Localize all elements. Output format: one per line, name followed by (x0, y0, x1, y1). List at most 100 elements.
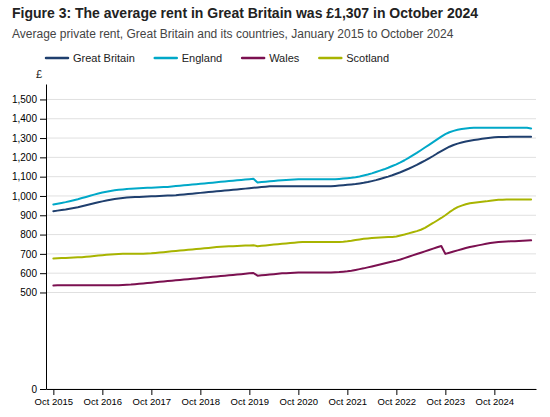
y-tick-label: 1,500 (12, 94, 37, 105)
y-tick: 1,200 (12, 152, 46, 163)
x-tick: Oct 2019 (231, 389, 270, 407)
y-tick-label: 500 (20, 287, 37, 298)
grid-line (46, 195, 536, 196)
subtitle-line: Average private rent, Great Britain and … (12, 27, 454, 41)
y-tick-label: 1,200 (12, 152, 37, 163)
x-tick-label: Oct 2023 (427, 396, 466, 407)
legend-label: England (182, 52, 222, 64)
y-tick-mark (40, 235, 46, 236)
x-tick-mark (249, 389, 250, 395)
x-tick: Oct 2022 (378, 389, 417, 407)
x-tick-label: Oct 2015 (35, 396, 74, 407)
y-axis-label: £ (36, 68, 42, 80)
title-line: Figure 3: The average rent in Great Brit… (12, 5, 478, 21)
y-tick-mark (40, 196, 46, 197)
y-tick-label: 1,400 (12, 113, 37, 124)
x-tick-label: Oct 2022 (378, 396, 417, 407)
grid-line (46, 118, 536, 119)
y-axis: 0 500 600 700 800 900 1,000 1,100 1,200 1,300 1,40… (12, 85, 47, 395)
y-tick: 1,400 (12, 113, 46, 124)
y-tick: 1,100 (12, 171, 46, 182)
y-tick-mark (40, 292, 46, 293)
grid-line (46, 215, 536, 216)
y-tick: 1,000 (12, 191, 46, 202)
y-tick-mark (40, 215, 46, 216)
x-tick: Oct 2021 (329, 389, 368, 407)
y-tick-mark (40, 138, 46, 139)
legend-item: Wales (242, 52, 300, 64)
x-tick-mark (347, 389, 348, 395)
x-tick-label: Oct 2018 (182, 396, 221, 407)
grid-line (46, 234, 536, 235)
legend-swatch (155, 57, 177, 60)
x-tick: Oct 2020 (280, 389, 319, 407)
y-tick-label: 600 (20, 268, 37, 279)
x-tick-mark (151, 389, 152, 395)
series-line (53, 199, 531, 258)
y-tick: 1,500 (12, 94, 46, 105)
grid-line (46, 138, 536, 139)
y-tick-mark (40, 389, 46, 390)
y-tick: 1,300 (12, 133, 46, 144)
x-tick: Oct 2024 (476, 389, 515, 407)
x-tick-mark (53, 389, 54, 395)
grid (46, 99, 536, 389)
x-tick-label: Oct 2020 (280, 396, 319, 407)
y-tick: 700 (20, 249, 46, 260)
y-tick-label: 1,300 (12, 133, 37, 144)
legend-swatch (319, 57, 341, 60)
legend-item: Scotland (319, 52, 389, 64)
x-tick-mark (102, 389, 103, 395)
x-axis-line (47, 389, 537, 390)
series-line (53, 240, 531, 285)
x-axis: Oct 2015 Oct 2016 Oct 2017 Oct 2018 Oct 2019… (35, 389, 537, 407)
legend-item: Great Britain (46, 52, 135, 64)
grid-line (46, 157, 536, 158)
legend: Great Britain England Wales Scotland (46, 52, 389, 64)
x-tick-mark (494, 389, 495, 395)
x-tick-label: Oct 2017 (133, 396, 172, 407)
y-tick-mark (40, 254, 46, 255)
series-line (53, 137, 531, 212)
x-tick-mark (298, 389, 299, 395)
legend-label: Wales (269, 52, 300, 64)
legend-item: England (155, 52, 222, 64)
y-tick: 500 (20, 287, 46, 298)
y-axis-line (46, 85, 47, 390)
x-tick-mark (200, 389, 201, 395)
title: Figure 3: The average rent in Great Brit… (12, 5, 478, 21)
legend-label: Great Britain (73, 52, 135, 64)
x-tick-label: Oct 2016 (84, 396, 123, 407)
y-tick-mark (40, 119, 46, 120)
x-tick-mark (396, 389, 397, 395)
y-tick: 0 (31, 384, 46, 395)
y-tick-label: 0 (31, 384, 37, 395)
grid-line (46, 292, 536, 293)
legend-label: Scotland (346, 52, 389, 64)
x-tick-label: Oct 2024 (476, 396, 515, 407)
x-tick: Oct 2017 (133, 389, 172, 407)
grid-line (46, 176, 536, 177)
y-tick-label: 1,100 (12, 171, 37, 182)
x-tick: Oct 2015 (35, 389, 74, 407)
grid-line (46, 99, 536, 100)
y-tick-mark (40, 99, 46, 100)
y-tick: 600 (20, 268, 46, 279)
x-tick-mark (445, 389, 446, 395)
x-tick-label: Oct 2021 (329, 396, 368, 407)
y-tick-label: 700 (20, 249, 37, 260)
y-tick-mark (40, 273, 46, 274)
y-tick-label: 800 (20, 229, 37, 240)
y-tick: 900 (20, 210, 46, 221)
x-tick: Oct 2016 (84, 389, 123, 407)
legend-swatch (242, 57, 264, 60)
y-tick-mark (40, 177, 46, 178)
x-tick: Oct 2018 (182, 389, 221, 407)
grid-line (46, 389, 536, 390)
chart: Figure 3: The average rent in Great Brit… (0, 0, 550, 417)
x-tick-label: Oct 2019 (231, 396, 270, 407)
plot-area (53, 128, 531, 286)
y-tick: 800 (20, 229, 46, 240)
series-line (53, 128, 531, 205)
y-tick-label: 900 (20, 210, 37, 221)
